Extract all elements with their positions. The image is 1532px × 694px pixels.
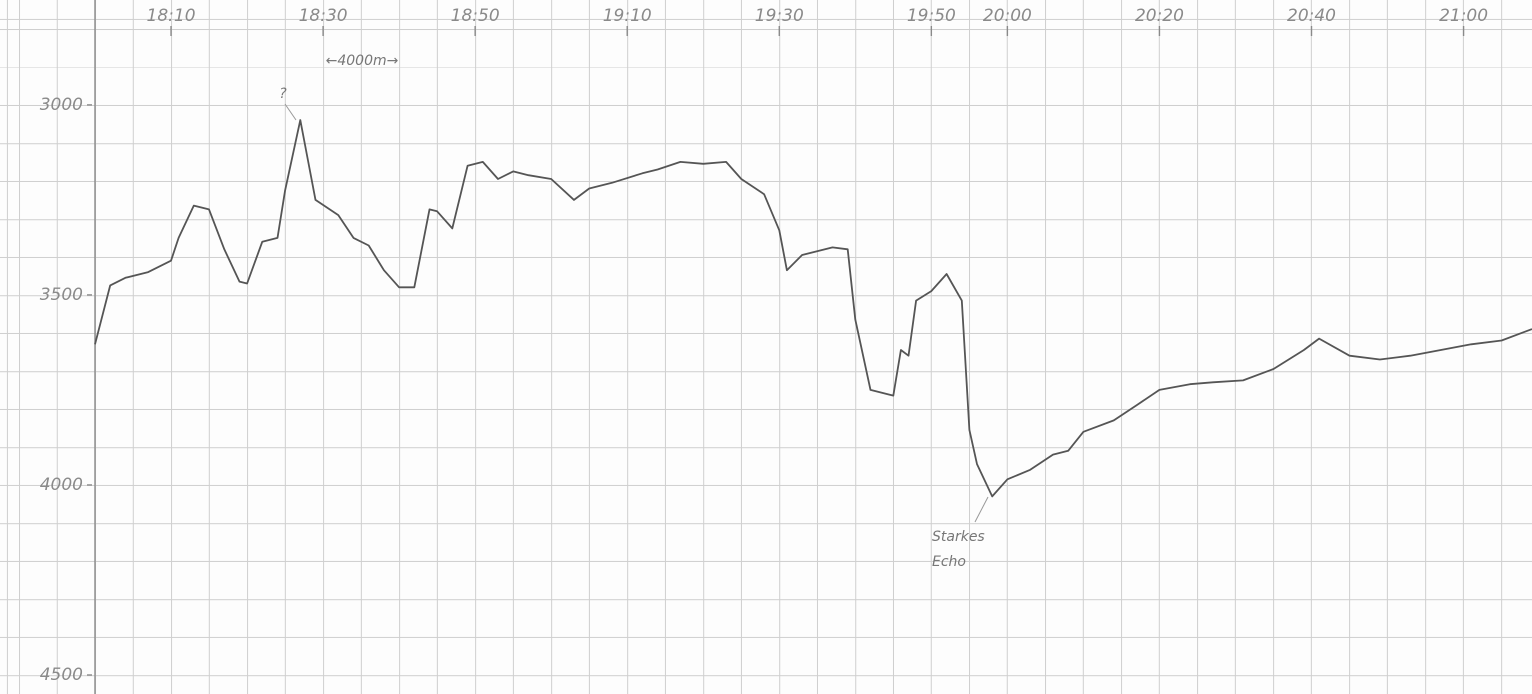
annotation: Echo bbox=[932, 554, 966, 570]
x-tick-label: 20:00 bbox=[983, 6, 1032, 26]
y-tick-label: 4500 bbox=[40, 665, 83, 685]
x-tick-label: 18:50 bbox=[451, 6, 500, 26]
x-tick-label: 19:30 bbox=[755, 6, 804, 26]
y-tick-label: 3000 bbox=[40, 95, 83, 115]
x-tick-label: 21:00 bbox=[1439, 6, 1488, 26]
y-tick-label: 3500 bbox=[40, 285, 83, 305]
annotation-pointer bbox=[974, 496, 989, 523]
x-tick-label: 18:10 bbox=[147, 6, 196, 26]
y-tick-label: 4000 bbox=[40, 475, 83, 495]
x-tick-label: 19:50 bbox=[907, 6, 956, 26]
annotation: Starkes bbox=[932, 529, 985, 545]
x-tick-label: 18:30 bbox=[299, 6, 348, 26]
annotation: ←4000m→ bbox=[326, 53, 399, 69]
x-tick-label: 20:40 bbox=[1287, 6, 1336, 26]
annotation: ? bbox=[279, 86, 287, 102]
x-tick-label: 20:20 bbox=[1135, 6, 1184, 26]
x-tick-label: 19:10 bbox=[603, 6, 652, 26]
annotation-pointer bbox=[284, 103, 297, 121]
depth-line bbox=[94, 119, 1532, 498]
